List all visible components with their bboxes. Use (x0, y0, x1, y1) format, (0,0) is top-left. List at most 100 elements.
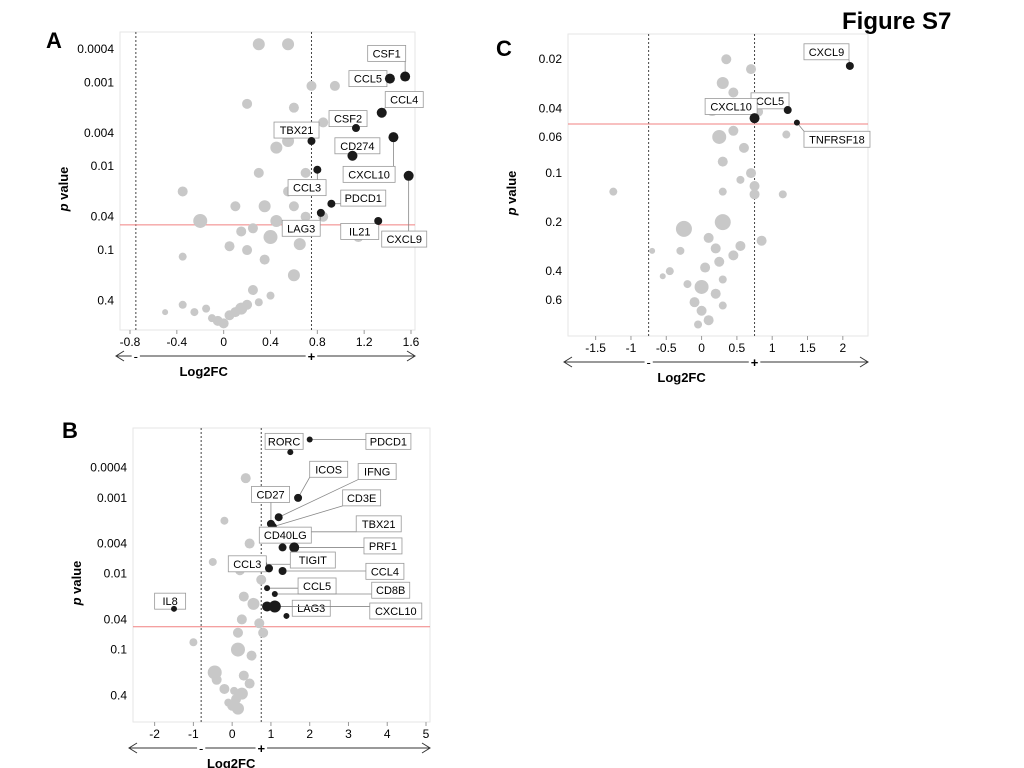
data-point (746, 64, 757, 75)
data-point (329, 80, 340, 91)
data-point (676, 246, 685, 255)
gene-label: CXCL9 (809, 47, 844, 59)
highlight-point (749, 113, 760, 124)
data-point (230, 686, 239, 695)
minus-label: - (646, 355, 650, 370)
y-axis-label: p value (56, 167, 71, 213)
y-tick-label: 0.0004 (90, 461, 127, 475)
gene-label: CD8B (376, 585, 405, 597)
data-point (230, 201, 241, 212)
y-tick-label: 0.1 (97, 243, 114, 257)
gene-label: TNFRSF18 (809, 134, 865, 146)
x-tick-label: 0.5 (729, 341, 746, 355)
gene-label: CXCL9 (386, 234, 421, 246)
y-axis-label-rest: value (504, 171, 519, 208)
gene-label-box (340, 189, 387, 207)
data-point (738, 142, 749, 153)
data-point (224, 241, 235, 252)
y-axis-label: p value (69, 561, 84, 607)
data-point (700, 262, 711, 273)
gene-label-box (251, 485, 290, 503)
gene-label: CCL4 (371, 566, 399, 578)
gene-label-box (258, 526, 312, 544)
data-point (224, 698, 233, 707)
gene-label-box (264, 432, 304, 450)
highlight-point (313, 165, 322, 174)
y-axis-label-rest: value (56, 167, 71, 204)
plus-label: + (257, 741, 265, 756)
data-point (208, 557, 217, 566)
data-point (756, 235, 767, 246)
y-tick-label: 0.4 (110, 688, 127, 702)
data-point (716, 77, 729, 90)
data-point (242, 98, 253, 109)
gene-label-box (803, 43, 850, 61)
gene-label-box (154, 592, 187, 610)
data-point (235, 302, 248, 315)
data-point (714, 214, 731, 231)
data-point (230, 642, 245, 657)
gene-label-box (342, 165, 396, 183)
x-tick-label: -1 (626, 341, 637, 355)
x-tick-label: 0 (220, 335, 227, 349)
highlight-point (783, 106, 792, 115)
x-axis-label: Log2FC (657, 370, 706, 385)
data-point (263, 230, 278, 245)
y-tick-label: 0.04 (539, 101, 563, 115)
data-point (718, 187, 727, 196)
gene-label-box (381, 230, 428, 248)
gene-label-box (367, 44, 407, 62)
gene-label: IL21 (349, 226, 370, 238)
data-point (254, 298, 263, 307)
data-point (189, 638, 198, 647)
gene-label-box (281, 219, 321, 237)
data-point (306, 80, 317, 91)
x-tick-label: 1.2 (356, 335, 373, 349)
highlight-point (283, 612, 290, 619)
data-point (270, 214, 283, 227)
gene-label-box (357, 463, 397, 480)
plot-area-frame (567, 33, 869, 337)
highlight-point (327, 199, 336, 208)
y-tick-label: 0.04 (91, 210, 115, 224)
gene-label-box (287, 179, 327, 197)
plus-label: + (751, 355, 759, 370)
data-point (288, 102, 299, 113)
data-point (694, 279, 709, 294)
x-tick-label: -0.8 (120, 335, 141, 349)
data-point (218, 318, 229, 329)
highlight-point (400, 71, 411, 82)
gene-label-box (363, 537, 403, 555)
data-point (232, 627, 243, 638)
gene-label-box (291, 599, 331, 617)
panel-letter-a: A (46, 28, 62, 53)
y-axis-label-p: p (56, 203, 71, 212)
data-point (718, 275, 727, 284)
data-point (259, 254, 270, 265)
x-tick-label: -1.5 (585, 341, 606, 355)
data-point (728, 250, 739, 261)
gene-label: IFNG (364, 467, 390, 479)
gene-label-box (340, 223, 380, 240)
data-point (300, 211, 311, 222)
gene-label: ICOS (315, 464, 342, 476)
data-point (293, 238, 306, 251)
x-tick-label: -2 (149, 727, 160, 741)
highlight-point (793, 119, 800, 126)
label-leader-line (272, 505, 343, 528)
data-point (247, 285, 258, 296)
data-point (202, 304, 211, 313)
data-point (236, 226, 247, 237)
gene-label-box (273, 121, 320, 139)
data-point (254, 618, 265, 629)
gene-label: RORC (268, 436, 300, 448)
x-tick-label: 3 (345, 727, 352, 741)
data-point (244, 678, 255, 689)
gene-label: LAG3 (287, 223, 315, 235)
data-point (609, 187, 618, 196)
y-tick-label: 0.004 (97, 537, 127, 551)
x-axis-label: Log2FC (179, 364, 228, 379)
data-point (252, 38, 265, 51)
data-point (190, 308, 199, 317)
